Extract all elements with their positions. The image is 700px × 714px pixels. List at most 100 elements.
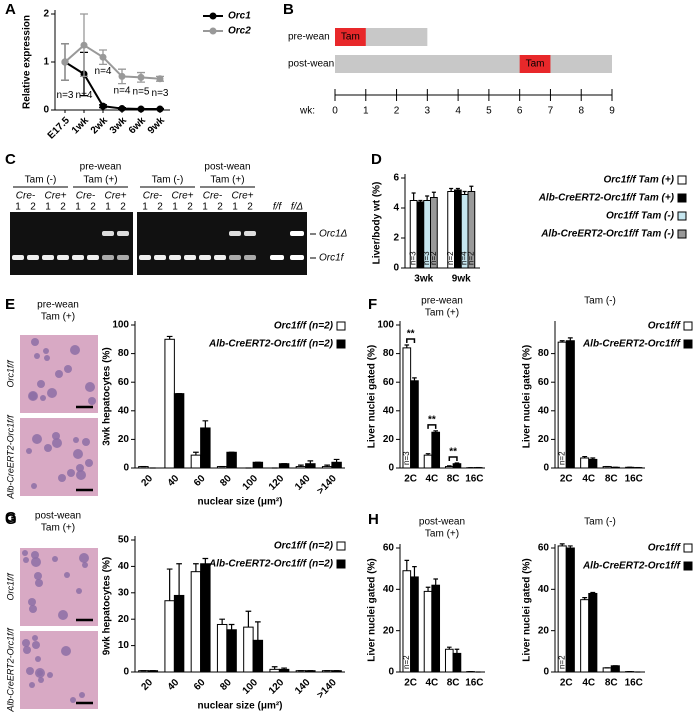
legend-marker: [209, 12, 217, 20]
x-tick-label: 3: [425, 106, 431, 117]
error-bar: [454, 462, 460, 464]
bar: [580, 599, 590, 673]
error-bar: [228, 623, 235, 630]
gel-band: [244, 255, 256, 260]
x-axis-label: nuclear size (μm²): [197, 497, 282, 508]
y-tick-label: 20: [118, 614, 130, 625]
error-bar: [567, 545, 573, 548]
x-tick-label: 2wk: [89, 115, 110, 136]
bar: [565, 547, 575, 673]
x-tick-label: 16C: [625, 474, 643, 485]
marker: [137, 105, 145, 113]
n-label: n=4: [410, 451, 419, 465]
error-bar: [447, 465, 452, 467]
genotype-label: Cre+: [172, 191, 194, 202]
n-label: n=2: [557, 451, 566, 465]
nucleus: [26, 667, 34, 675]
error-bar: [582, 455, 588, 458]
error-bar: [425, 453, 431, 456]
nucleus: [88, 397, 96, 405]
error-bar: [455, 187, 460, 190]
y-tick-label: 10: [118, 640, 130, 651]
legend-label: Orc1f/f: [648, 543, 682, 554]
gel-band: [199, 255, 211, 260]
genotype-label: Cre-: [76, 191, 96, 202]
x-tick-label: 60: [192, 677, 208, 693]
bar: [431, 431, 441, 469]
line: [64, 43, 161, 80]
nucleus: [76, 464, 84, 472]
y-axis-label: Liver nuclei gated (%): [522, 558, 533, 661]
error-bar: [193, 563, 199, 572]
y-axis-label: Liver nuclei gated (%): [367, 558, 378, 661]
legend-swatch: [677, 175, 687, 185]
y-tick-label: 2: [393, 233, 399, 244]
nucleus: [22, 550, 28, 556]
genotype-label: Orc1f/f: [5, 572, 15, 601]
gel-header: Tam (+): [83, 175, 117, 186]
panel-letter: F: [368, 296, 377, 313]
nucleus: [32, 635, 38, 641]
marker: [99, 53, 107, 61]
histology-title: post-wean: [35, 511, 81, 522]
error-bar: [411, 192, 416, 201]
x-tick-label: 40: [166, 677, 182, 693]
nucleus: [32, 434, 42, 444]
nucleus: [70, 345, 80, 355]
error-bar: [462, 190, 467, 195]
nucleus: [31, 483, 37, 489]
control-label: f/Δ: [291, 202, 304, 213]
y-axis-label: Relative expression: [22, 15, 33, 109]
nucleus: [85, 459, 93, 467]
chart-title: Tam (+): [425, 529, 459, 540]
error-bar: [433, 578, 438, 586]
error-bar: [404, 559, 410, 571]
nucleus: [67, 469, 75, 477]
genotype-label: Cre-: [203, 191, 223, 202]
chart-title: Tam (-): [584, 517, 616, 528]
error-bar: [202, 420, 209, 428]
error-bar: [281, 667, 287, 670]
gel-band: [290, 255, 304, 260]
error-bar: [418, 199, 423, 202]
y-tick-label: 0: [543, 667, 549, 678]
error-bar: [447, 646, 452, 650]
panel-letter: G: [5, 511, 17, 528]
y-tick-label: 60: [538, 377, 550, 388]
x-tick-label: E17.5: [46, 115, 73, 142]
gel-header: Tam (+): [210, 175, 244, 186]
n-label: n=2: [565, 655, 574, 669]
nucleus: [76, 470, 86, 480]
chart-title: pre-wean: [421, 296, 463, 307]
error-bar: [176, 563, 182, 596]
nucleus: [85, 382, 95, 392]
x-tick-label: 100: [241, 473, 261, 493]
x-tick-label: 8C: [605, 474, 618, 485]
gel-band: [42, 255, 54, 260]
panel-letter: B: [283, 1, 294, 18]
y-tick-label: 80: [383, 348, 395, 359]
gel-band: [184, 255, 196, 260]
y-tick-label: 60: [118, 377, 130, 388]
x-tick-label: 2C: [404, 474, 417, 485]
lane-label: 1: [105, 202, 111, 213]
x-tick-label: 16C: [465, 474, 483, 485]
marker: [118, 105, 126, 113]
error-bar: [255, 621, 261, 641]
bar: [565, 340, 575, 469]
lane-label: 1: [142, 202, 148, 213]
y-tick-label: 40: [538, 405, 550, 416]
gel-band: [229, 255, 241, 260]
x-tick-label: 4C: [425, 678, 438, 689]
y-tick-label: 60: [383, 543, 395, 554]
marker: [61, 58, 69, 66]
gel-band: [139, 255, 151, 260]
y-tick-label: 0: [543, 463, 549, 474]
marker: [137, 73, 145, 81]
band-label: Orc1f: [319, 253, 345, 264]
nucleus: [34, 572, 42, 580]
x-tick-label: 0: [332, 106, 338, 117]
n-label: n=2: [446, 251, 455, 265]
nucleus: [35, 668, 45, 678]
y-tick-label: 40: [118, 405, 130, 416]
